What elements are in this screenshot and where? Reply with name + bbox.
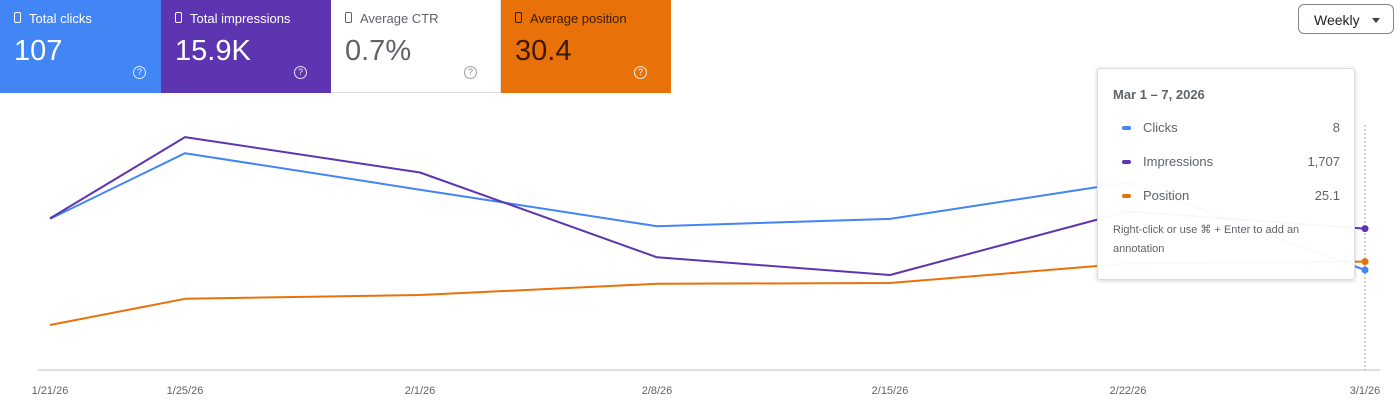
x-tick-label: 2/22/26 xyxy=(1110,385,1147,397)
x-tick-label: 1/21/26 xyxy=(32,385,69,397)
chart-tooltip: Mar 1 – 7, 2026 Clicks 8 Impressions 1,7… xyxy=(1097,68,1355,280)
metric-value: 15.9K xyxy=(175,35,251,67)
metric-value: 30.4 xyxy=(515,35,572,67)
data-point-clicks xyxy=(1361,266,1369,274)
x-tick-label: 3/1/26 xyxy=(1350,385,1381,397)
metric-card-ctr[interactable]: Average CTR 0.7% ? xyxy=(331,0,501,93)
checkbox-icon[interactable] xyxy=(515,12,522,23)
x-tick-label: 2/1/26 xyxy=(405,385,436,397)
data-point-position xyxy=(1361,258,1369,266)
granularity-dropdown[interactable]: Weekly xyxy=(1298,4,1394,34)
x-tick-label: 1/25/26 xyxy=(167,385,204,397)
tooltip-row-position: Position 25.1 xyxy=(1098,187,1356,207)
metric-value: 107 xyxy=(14,35,63,67)
help-icon[interactable]: ? xyxy=(464,66,477,79)
metric-card-clicks[interactable]: Total clicks 107 ? xyxy=(0,0,161,93)
checkbox-icon[interactable] xyxy=(175,12,182,23)
metric-card-impressions[interactable]: Total impressions 15.9K ? xyxy=(161,0,331,93)
tooltip-series-name: Impressions xyxy=(1143,154,1214,169)
metric-label: Total impressions xyxy=(190,11,291,26)
help-icon[interactable]: ? xyxy=(294,66,307,79)
tooltip-series-name: Clicks xyxy=(1143,120,1178,135)
metric-value: 0.7% xyxy=(345,35,412,67)
x-tick-label: 2/15/26 xyxy=(872,385,909,397)
checkbox-icon[interactable] xyxy=(345,12,352,23)
metric-label: Average position xyxy=(530,11,627,26)
tooltip-row-clicks: Clicks 8 xyxy=(1098,119,1356,139)
metric-label: Average CTR xyxy=(360,11,439,26)
tooltip-series-value: 1,707 xyxy=(1307,154,1340,169)
tooltip-series-value: 8 xyxy=(1332,120,1340,135)
series-dot-icon xyxy=(1122,160,1131,164)
tooltip-series-value: 25.1 xyxy=(1314,188,1340,203)
metric-card-position[interactable]: Average position 30.4 ? xyxy=(501,0,671,93)
x-tick-label: 2/8/26 xyxy=(642,385,673,397)
tooltip-series-name: Position xyxy=(1143,188,1190,203)
checkbox-icon[interactable] xyxy=(14,12,21,23)
series-dot-icon xyxy=(1122,126,1131,130)
tooltip-date: Mar 1 – 7, 2026 xyxy=(1113,87,1205,102)
metric-label: Total clicks xyxy=(29,11,92,26)
tooltip-row-impressions: Impressions 1,707 xyxy=(1098,153,1356,173)
data-point-impressions xyxy=(1361,225,1369,233)
series-dot-icon xyxy=(1122,194,1131,198)
granularity-selected: Weekly xyxy=(1314,12,1360,28)
help-icon[interactable]: ? xyxy=(634,66,647,79)
caret-down-icon xyxy=(1372,18,1380,23)
tooltip-annotation-hint: Right-click or use ⌘ + Enter to add an a… xyxy=(1113,224,1300,255)
help-icon[interactable]: ? xyxy=(133,66,146,79)
